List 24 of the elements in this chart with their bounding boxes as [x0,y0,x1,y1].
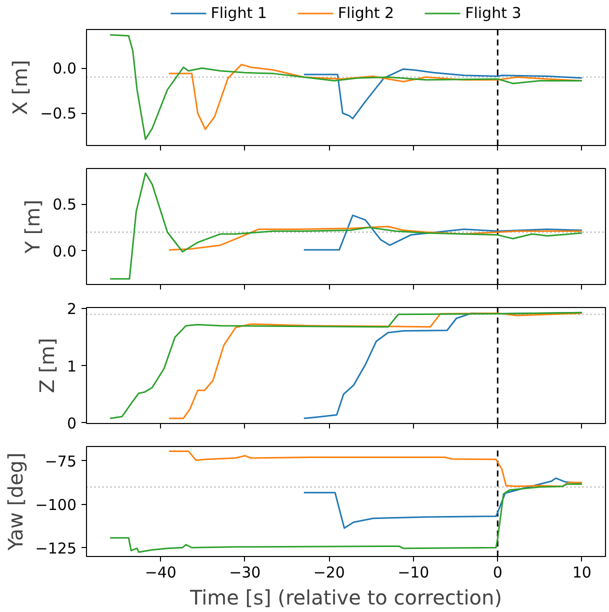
y-axis-title: Z [m] [34,338,59,394]
y-tick-label: 0.0 [52,242,77,260]
legend-label: Flight 2 [338,4,394,22]
x-tick-label: 10 [572,564,592,582]
y-tick-label: −125 [35,539,77,558]
y-tick-label: −0.5 [40,104,77,123]
x-tick-label: −30 [229,564,261,582]
y-tick-label: 2 [66,300,77,318]
x-tick-label: 0 [492,564,502,582]
y-tick-label: 0.5 [52,196,77,214]
x-tick-label: −10 [398,564,430,582]
y-axis-title: Y [m] [20,200,45,254]
y-tick-label: 0.0 [52,60,77,78]
legend-label: Flight 1 [210,4,267,22]
y-tick-label: 0 [66,414,77,432]
x-axis-title: Time [s] (relative to correction) [188,586,502,610]
x-tick-label: −20 [313,564,345,582]
y-tick-label: 1 [66,357,77,376]
y-axis-title: Yaw [deg] [3,452,28,552]
y-tick-label: −75 [44,452,76,470]
y-tick-label: −100 [35,496,77,514]
legend-label: Flight 3 [465,4,522,22]
x-tick-label: −40 [144,564,176,582]
y-axis-title: X [m] [8,60,32,116]
